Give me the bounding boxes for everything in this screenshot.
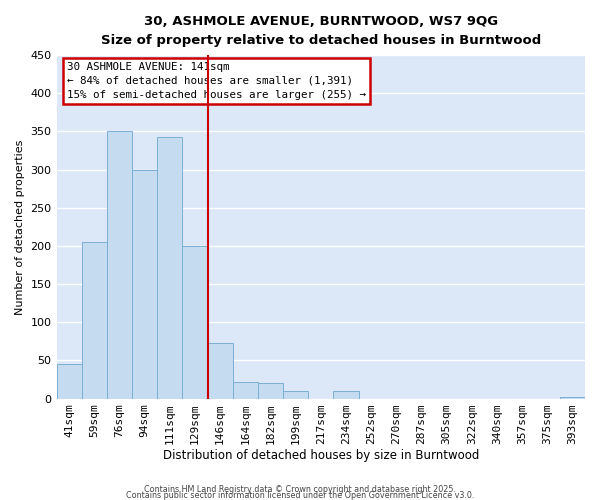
Bar: [56, 364, 82, 398]
Bar: [208, 343, 233, 398]
Bar: [182, 246, 208, 398]
Bar: [107, 132, 132, 398]
Text: Contains HM Land Registry data © Crown copyright and database right 2025.: Contains HM Land Registry data © Crown c…: [144, 484, 456, 494]
Bar: [283, 391, 308, 398]
Text: Contains public sector information licensed under the Open Government Licence v3: Contains public sector information licen…: [126, 491, 474, 500]
Bar: [334, 391, 359, 398]
Bar: [258, 384, 283, 398]
Bar: [132, 170, 157, 398]
Y-axis label: Number of detached properties: Number of detached properties: [15, 139, 25, 314]
X-axis label: Distribution of detached houses by size in Burntwood: Distribution of detached houses by size …: [163, 450, 479, 462]
Bar: [560, 397, 585, 398]
Bar: [233, 382, 258, 398]
Bar: [82, 242, 107, 398]
Bar: [157, 137, 182, 398]
Text: 30 ASHMOLE AVENUE: 141sqm
← 84% of detached houses are smaller (1,391)
15% of se: 30 ASHMOLE AVENUE: 141sqm ← 84% of detac…: [67, 62, 366, 100]
Title: 30, ASHMOLE AVENUE, BURNTWOOD, WS7 9QG
Size of property relative to detached hou: 30, ASHMOLE AVENUE, BURNTWOOD, WS7 9QG S…: [101, 15, 541, 47]
